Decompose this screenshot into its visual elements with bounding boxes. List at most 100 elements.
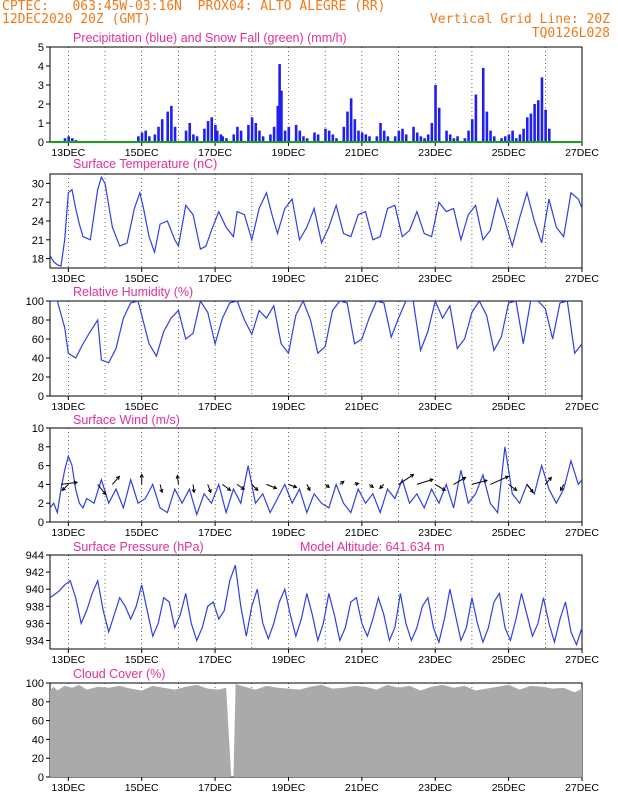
wind-arrow-head [369,484,375,489]
precip-ytick-label: 4 [38,61,44,73]
pressure-title: Surface Pressure (hPa) [73,540,204,554]
precip-ytick-label: 1 [38,118,44,130]
wind-arrow-head [254,486,259,492]
precip-bar [474,94,478,142]
rh-ytick-label: 20 [32,372,44,384]
wind-arrow-head [306,486,311,492]
precip-bar [157,126,160,142]
wind-frame [49,427,583,523]
precip-bar [456,136,459,142]
precip-bar [445,130,448,142]
precip-bar [335,138,338,142]
rh-xtick-label: 13DEC [51,401,85,413]
precip-bar [305,138,309,142]
wind-ytick-label: 0 [38,517,44,529]
precip-bar [232,134,236,142]
pressure-xtick-label: 25DEC [492,654,526,666]
wind-arrow [471,479,488,485]
precip-bar [192,134,195,142]
rh-ytick-label: 60 [32,334,44,346]
precip-bar [140,132,144,142]
temp-ytick-label: 18 [32,254,44,266]
precip-bar [214,124,217,142]
rh-xtick-label: 21DEC [345,401,379,413]
temp-xtick-label: 19DEC [272,273,306,285]
wind-xtick-label: 27DEC [565,527,599,539]
wind-arrow-head [240,486,245,491]
wind-arrow [159,484,163,493]
precip-bar [401,128,404,142]
precip-bar [452,138,456,142]
precip-bar [544,109,547,142]
temp-ytick-label: 27 [32,197,44,209]
precip-bar [529,113,533,142]
wind-arrow [111,476,120,485]
precip-bar [375,136,379,142]
wind-arrow [236,483,245,490]
temp-ytick-label: 21 [32,235,44,247]
precip-bar [393,136,397,142]
wind-xtick-label: 21DEC [345,527,379,539]
wind-ytick-label: 6 [38,461,44,473]
temp-xtick-label: 27DEC [565,273,599,285]
precip-bar [349,98,353,142]
precip-title: Precipitation (blue) and Snow Fall (gree… [73,31,347,45]
cloud-ytick-label: 20 [32,753,44,765]
wind-arrow [61,484,69,491]
precip-bar [536,100,540,142]
rh-ytick-label: 40 [32,353,44,365]
precip-bar [278,64,281,142]
precip-bar [219,134,223,142]
pressure-xtick-label: 13DEC [51,654,85,666]
precip-bar [522,128,525,142]
precip-bar [225,138,228,142]
precip-bar [144,130,147,142]
wind-arrow-head [504,475,510,480]
precip-bar [481,67,485,142]
cloud-cover-area [50,683,582,777]
cloud-xtick-label: 17DEC [198,782,232,794]
wind-arrow [266,483,277,489]
precip-bar [489,130,492,142]
precip-bar [379,123,382,142]
temp-xtick-label: 15DEC [125,273,159,285]
pressure-ytick-label: 942 [26,567,44,579]
rh-xtick-label: 23DEC [418,401,452,413]
wind-ytick-label: 10 [32,423,44,435]
wind-arrow [97,484,107,495]
precip-xtick-label: 23DEC [418,147,452,159]
precip-bar [434,85,437,142]
wind-arrow-head [547,476,552,481]
precip-bar [514,138,518,142]
precip-bar [294,124,298,142]
precip-bar [184,130,188,142]
precip-bar [269,134,272,142]
cloud-ytick-label: 60 [32,716,44,728]
wind-arrow-head [207,488,212,494]
wind-arrow [508,483,517,491]
wind-arrow-head [226,487,232,492]
rh-xtick-label: 17DEC [198,401,232,413]
precip-bar [250,117,254,142]
precip-xtick-label: 19DEC [272,147,306,159]
precip-bar [463,138,467,142]
wind-arrow-head [292,484,298,489]
temp-xtick-label: 23DEC [418,273,452,285]
wind-series-line [49,446,583,517]
precip-bar [153,134,157,142]
precip-bar [492,136,496,142]
precip-bar [467,130,470,142]
precip-xtick-label: 13DEC [51,147,85,159]
precip-bar [236,126,239,142]
precip-bar [261,136,265,142]
wind-arrow-head [355,482,360,487]
rh-frame [49,300,583,397]
precip-bar [280,90,283,142]
cloud-xtick-label: 23DEC [418,782,452,794]
precip-bar [302,136,305,142]
wind-arrow [544,477,552,485]
temp-frame [49,173,583,269]
precip-xtick-label: 27DEC [565,147,599,159]
precip-bar [173,126,177,142]
